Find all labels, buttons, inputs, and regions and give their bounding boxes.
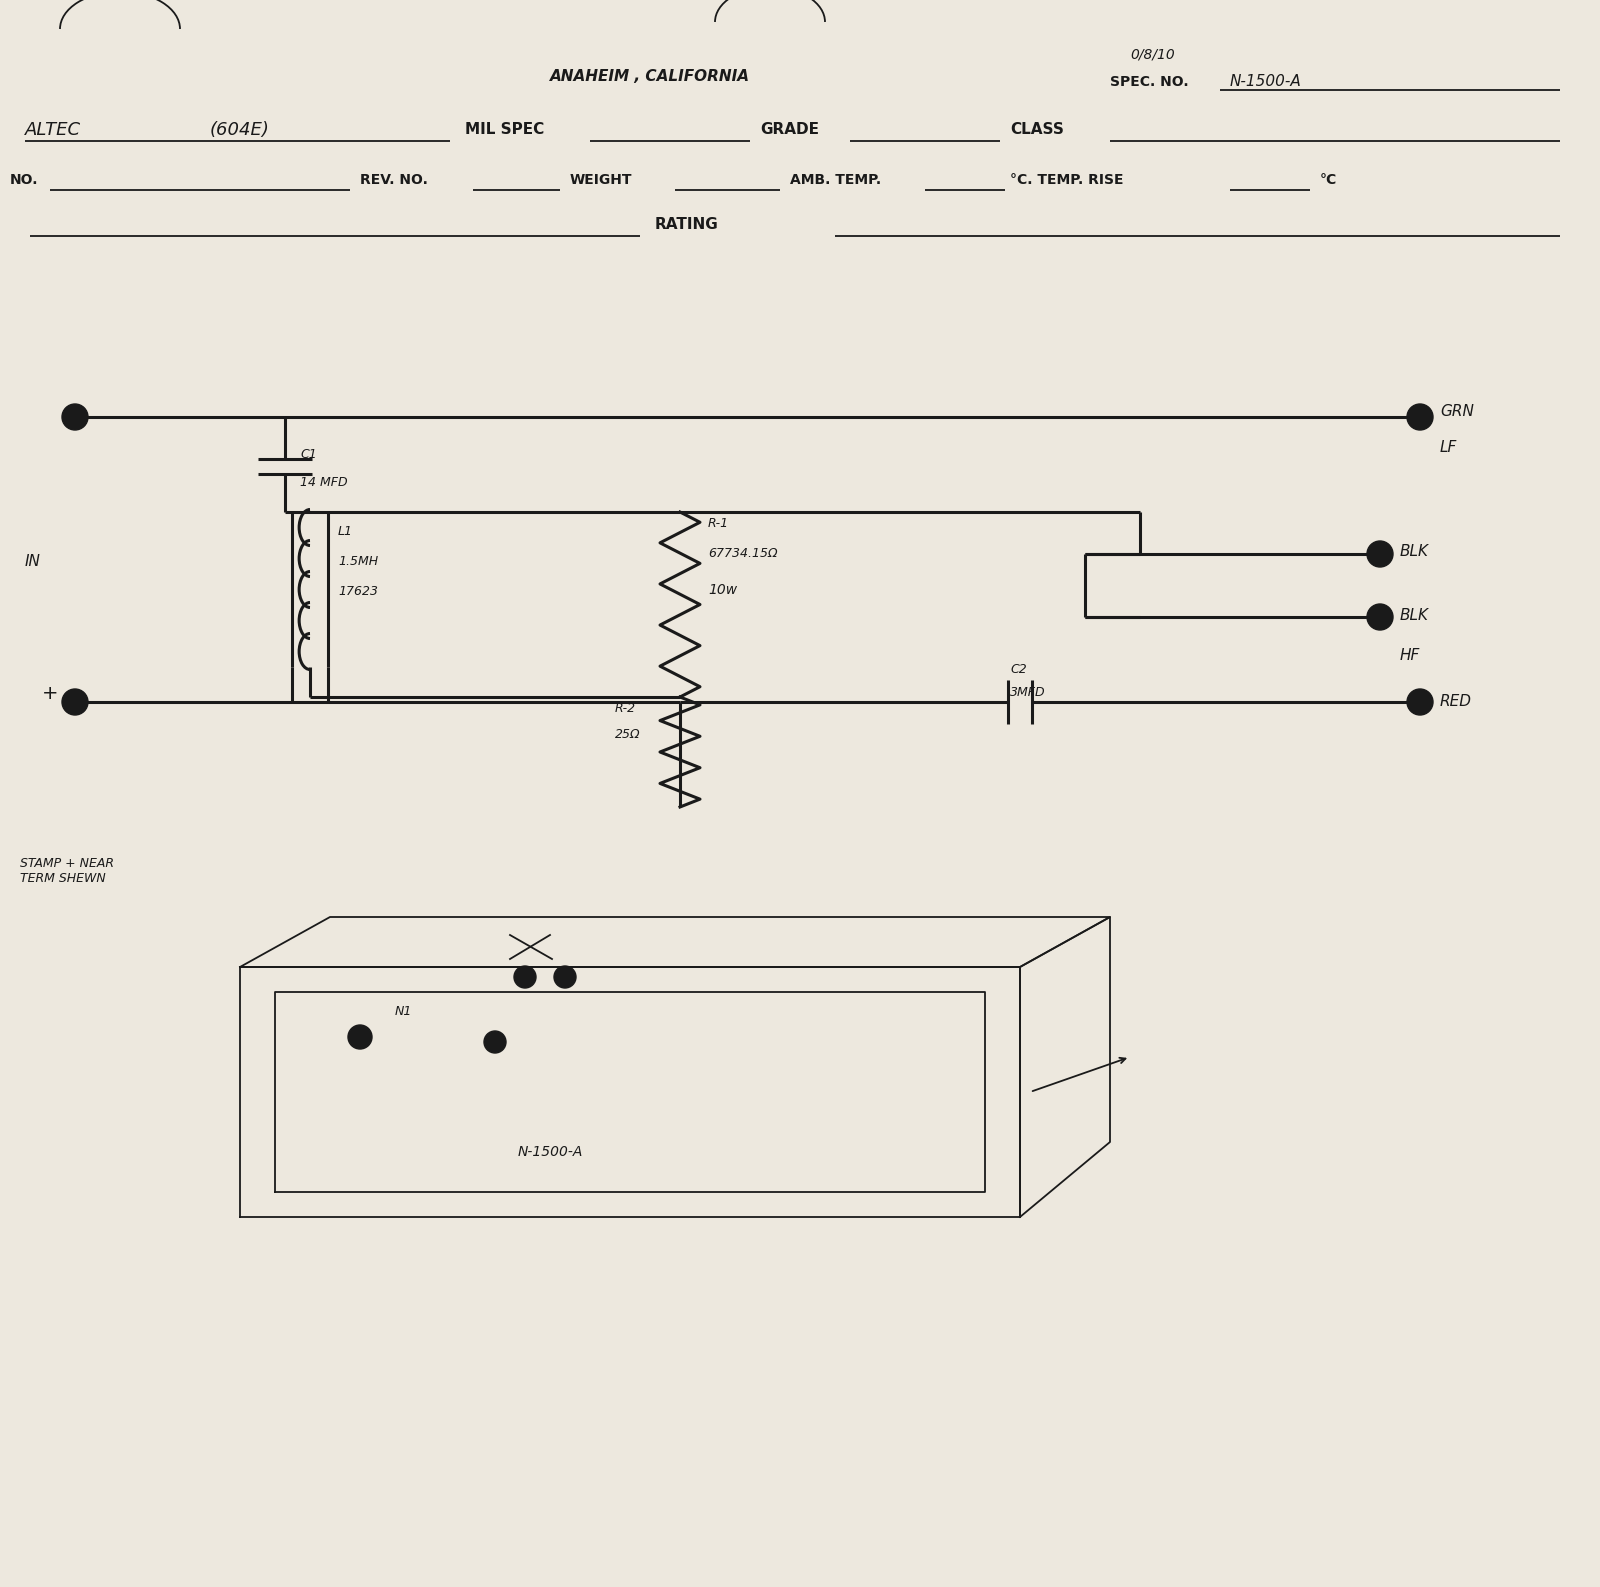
Text: ANAHEIM , CALIFORNIA: ANAHEIM , CALIFORNIA: [550, 70, 750, 84]
Text: LF: LF: [1440, 440, 1458, 454]
Text: HF: HF: [1400, 647, 1421, 662]
Circle shape: [554, 966, 576, 989]
Text: N-1500-A: N-1500-A: [1230, 75, 1302, 89]
Text: BLK: BLK: [1400, 608, 1429, 622]
Text: CLASS: CLASS: [1010, 122, 1064, 138]
Text: L1: L1: [338, 525, 354, 538]
Text: R-1: R-1: [707, 517, 730, 530]
Text: GRADE: GRADE: [760, 122, 819, 138]
Text: REV. NO.: REV. NO.: [360, 173, 427, 187]
Text: WEIGHT: WEIGHT: [570, 173, 632, 187]
Text: 17623: 17623: [338, 586, 378, 598]
Circle shape: [514, 966, 536, 989]
Circle shape: [62, 405, 88, 430]
Text: °C: °C: [1320, 173, 1338, 187]
Text: +: +: [42, 684, 58, 703]
Text: ALTEC: ALTEC: [26, 121, 82, 140]
Text: NO.: NO.: [10, 173, 38, 187]
Circle shape: [349, 1025, 371, 1049]
Text: SPEC. NO.: SPEC. NO.: [1110, 75, 1189, 89]
Circle shape: [483, 1032, 506, 1054]
Text: IN: IN: [26, 554, 42, 570]
Text: R-2: R-2: [614, 703, 637, 716]
Circle shape: [62, 689, 88, 716]
Text: STAMP + NEAR
TERM SHEWN: STAMP + NEAR TERM SHEWN: [19, 857, 114, 886]
Text: °C. TEMP. RISE: °C. TEMP. RISE: [1010, 173, 1123, 187]
Text: GRN: GRN: [1440, 405, 1474, 419]
Circle shape: [1406, 689, 1434, 716]
Text: (604E): (604E): [210, 121, 270, 140]
Text: RED: RED: [1440, 695, 1472, 709]
Text: MIL SPEC: MIL SPEC: [466, 122, 544, 138]
Text: 3MFD: 3MFD: [1010, 686, 1046, 698]
Text: 10w: 10w: [707, 582, 738, 597]
Text: 1.5MH: 1.5MH: [338, 555, 378, 568]
Text: 14 MFD: 14 MFD: [301, 476, 347, 489]
Text: C1: C1: [301, 449, 317, 462]
Text: N-1500-A: N-1500-A: [517, 1144, 582, 1159]
Text: BLK: BLK: [1400, 544, 1429, 560]
Text: C2: C2: [1010, 663, 1027, 676]
Circle shape: [1406, 405, 1434, 430]
Circle shape: [1366, 605, 1394, 630]
Text: 67734.15Ω: 67734.15Ω: [707, 548, 778, 560]
Text: N1: N1: [395, 1006, 413, 1019]
Text: 25Ω: 25Ω: [614, 728, 640, 741]
Text: RATING: RATING: [654, 217, 718, 233]
Text: 0/8/10: 0/8/10: [1130, 48, 1174, 62]
Circle shape: [1366, 541, 1394, 567]
Text: AMB. TEMP.: AMB. TEMP.: [790, 173, 882, 187]
